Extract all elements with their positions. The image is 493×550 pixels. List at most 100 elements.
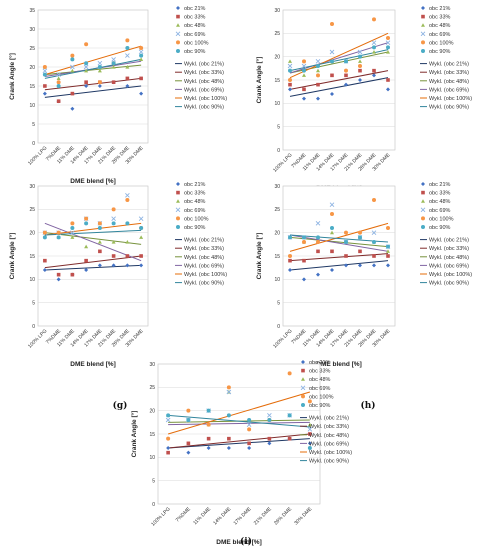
- data-point: [316, 240, 320, 244]
- data-point: [330, 73, 334, 78]
- data-point: [125, 193, 130, 198]
- legend-label: obc 48%: [429, 23, 451, 29]
- legend-label: obc 100%: [184, 40, 209, 46]
- legend-label: Wykl. (obc 33%): [184, 70, 224, 76]
- data-point: [288, 254, 292, 258]
- legend-marker: [420, 207, 426, 213]
- data-point: [56, 235, 61, 240]
- data-point: [125, 84, 130, 88]
- y-tick-label: 15: [274, 78, 280, 84]
- data-point: [288, 258, 292, 263]
- data-point: [358, 54, 362, 59]
- legend-label: Wykl. (obc 100%): [429, 272, 472, 278]
- data-point: [111, 65, 116, 69]
- data-point: [97, 60, 103, 66]
- data-point: [302, 68, 306, 73]
- legend-marker: [420, 31, 426, 37]
- legend-label: Wykl. (obc 21%): [184, 238, 224, 244]
- data-point: [302, 87, 306, 92]
- legend-marker: [176, 216, 180, 221]
- y-tick-label: 20: [29, 65, 35, 71]
- trendline-2: [44, 77, 142, 91]
- legend-label: obc 33%: [184, 15, 206, 21]
- legend-label: Wykl. (obc 33%): [429, 246, 469, 252]
- x-tick-label: 100% LPG: [27, 145, 48, 166]
- data-point: [70, 230, 75, 235]
- trendline-4: [44, 222, 142, 262]
- data-point: [386, 78, 390, 82]
- panel-caption: (h): [360, 400, 375, 411]
- legend-label: Wykl. (obc 21%): [184, 62, 224, 68]
- legend-label: obc 90%: [429, 49, 451, 55]
- data-point: [267, 413, 272, 418]
- y-tick-label: 20: [274, 54, 280, 60]
- data-point: [125, 53, 130, 58]
- data-point: [139, 254, 143, 258]
- legend: obc 21% obc 33% obc 48% obc 69% obc 100% obc …: [420, 182, 472, 287]
- x-tick-label: 11% DME: [192, 506, 212, 526]
- data-point: [56, 99, 61, 103]
- y-tick-label: 15: [29, 254, 35, 260]
- data-point: [344, 263, 348, 268]
- y-tick-label: 30: [29, 27, 35, 33]
- legend-label: obc 100%: [184, 216, 209, 222]
- legend-label: obc 21%: [184, 6, 206, 12]
- legend-label: Wykl. (obc 69%): [429, 87, 469, 93]
- trendline-6: [289, 234, 389, 243]
- y-tick-label: 20: [29, 230, 35, 236]
- data-point: [330, 22, 334, 26]
- legend-label: obc 69%: [429, 32, 451, 38]
- data-point: [307, 427, 313, 432]
- data-point: [139, 235, 144, 239]
- legend-marker: [175, 207, 181, 213]
- data-point: [372, 240, 376, 244]
- data-point: [316, 272, 320, 277]
- legend-marker: [421, 225, 425, 229]
- legend-label: obc 33%: [429, 191, 451, 197]
- data-point: [97, 65, 102, 69]
- y-tick-label: 30: [149, 362, 155, 368]
- data-point: [288, 87, 292, 92]
- data-point: [70, 226, 75, 230]
- y-tick-label: 0: [32, 324, 35, 330]
- trendline-1: [168, 438, 310, 449]
- data-point: [358, 59, 362, 63]
- data-point: [56, 272, 61, 277]
- trendline-1: [44, 85, 142, 98]
- data-point: [344, 73, 348, 78]
- trendline-5: [44, 222, 142, 236]
- data-point: [42, 68, 48, 74]
- data-point: [125, 65, 130, 69]
- legend-label: Wykl. (obc 100%): [309, 450, 352, 456]
- data-point: [329, 202, 335, 207]
- y-tick-label: 25: [149, 385, 155, 391]
- x-tick-label: 14% DME: [212, 506, 233, 527]
- data-point: [98, 249, 102, 254]
- data-point: [111, 80, 116, 84]
- data-point: [386, 36, 390, 40]
- data-point: [139, 57, 144, 61]
- data-point: [344, 240, 348, 244]
- y-tick-label: 10: [274, 277, 280, 283]
- data-point: [125, 263, 130, 268]
- data-point: [226, 389, 232, 395]
- legend-label: obc 21%: [429, 6, 451, 12]
- y-tick-label: 30: [29, 184, 35, 190]
- x-tick-label: 26% DME: [273, 506, 294, 527]
- legend-label: obc 33%: [429, 15, 451, 21]
- data-point: [344, 230, 348, 235]
- data-point: [386, 45, 390, 50]
- x-axis-label: DME blend [%]: [216, 539, 262, 546]
- legend-label: obc 90%: [309, 403, 331, 409]
- data-point: [308, 432, 312, 436]
- trendline-6: [168, 414, 310, 428]
- data-point: [316, 249, 320, 254]
- data-point: [386, 244, 390, 249]
- data-point: [139, 226, 144, 230]
- data-point: [330, 268, 334, 272]
- y-tick-label: 10: [29, 277, 35, 283]
- legend-marker: [176, 23, 180, 27]
- data-point: [287, 436, 292, 441]
- legend-marker: [300, 385, 306, 391]
